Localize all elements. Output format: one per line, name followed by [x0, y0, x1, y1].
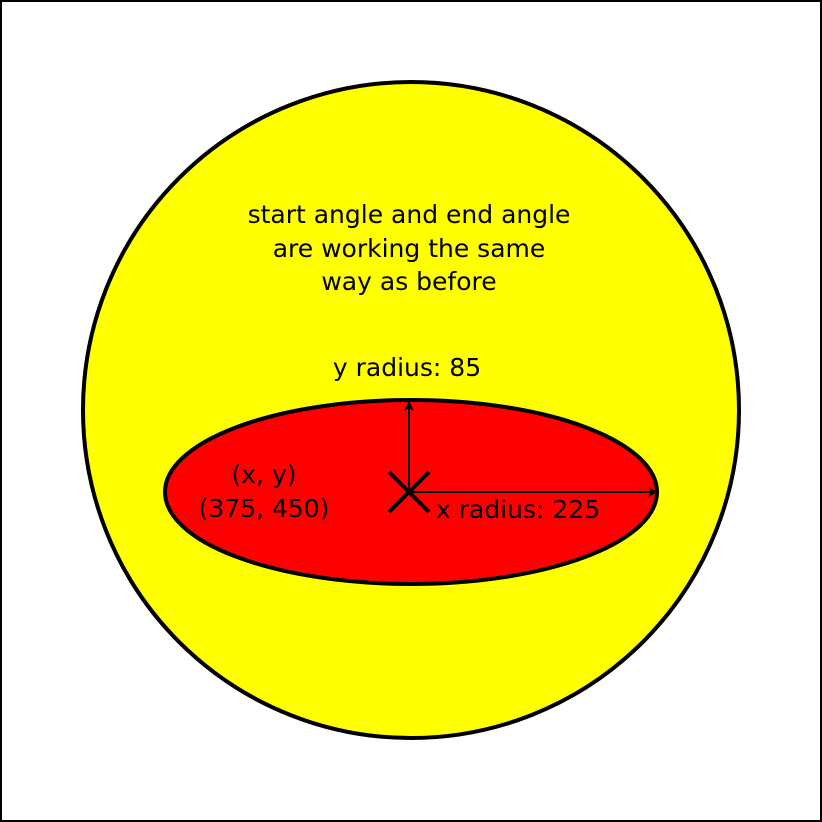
description-line-2: are working the same — [273, 234, 546, 263]
center-label-line-2: (375, 450) — [199, 494, 330, 523]
x-radius-label: x radius: 225 — [436, 495, 600, 524]
description-line-1: start angle and end angle — [248, 200, 571, 229]
center-label-line-1: (x, y) — [232, 460, 297, 489]
center-x-mark — [387, 470, 431, 514]
description-line-3: way as before — [321, 267, 496, 296]
y-radius-label: y radius: 85 — [333, 353, 481, 382]
